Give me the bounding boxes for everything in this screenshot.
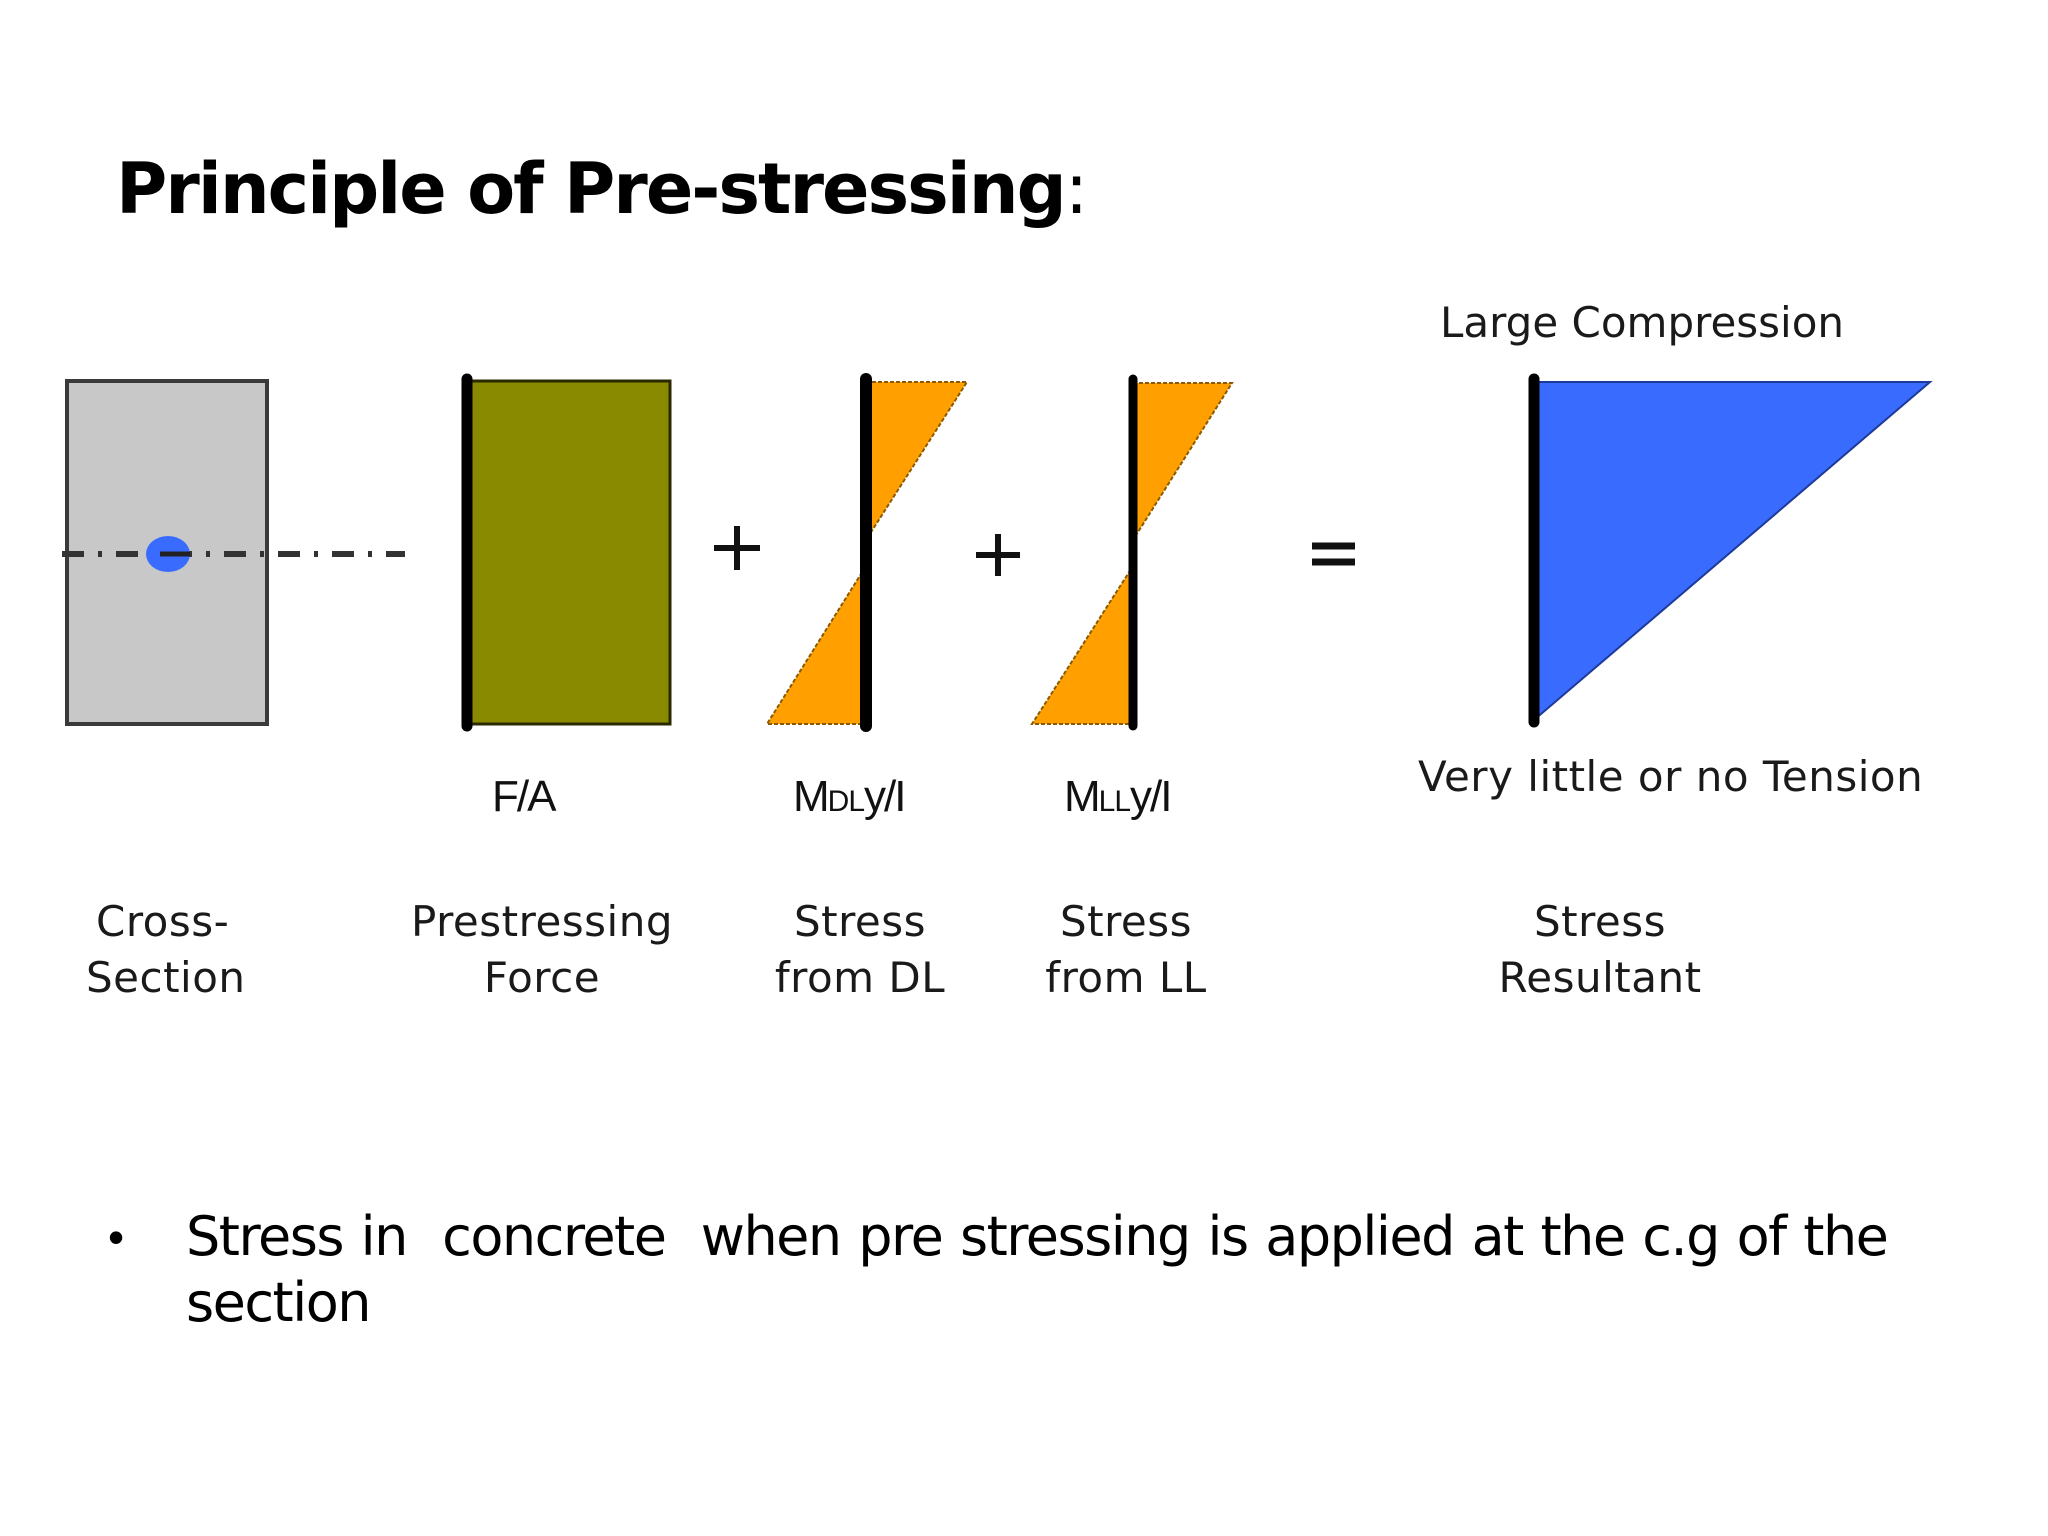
bullet-text: Stress in concrete when pre stressing is…: [186, 1205, 1906, 1334]
live-load-stress-diagram: [1030, 374, 1234, 731]
little-tension-label: Very little or no Tension: [1418, 752, 1924, 801]
plus-operator-1: [714, 526, 760, 570]
caption-prestressing-force: Prestressing Force: [392, 894, 692, 1006]
formula-m-ll-sub: LL: [1098, 785, 1131, 818]
resultant-stress-diagram: [1528, 373, 1933, 728]
caption-prestressing-line2: Force: [483, 953, 601, 1002]
formula-m-dl-main: M: [793, 772, 830, 821]
formula-m-dl-sub: DL: [827, 785, 865, 818]
cross-section-shape: [62, 379, 405, 726]
plus-operator-2: [976, 534, 1020, 576]
caption-prestressing-line1: Prestressing: [410, 897, 674, 946]
dead-load-stress-diagram: [765, 373, 969, 732]
caption-stress-dl-line2: from DL: [774, 953, 946, 1002]
formula-m-ll-main: M: [1064, 772, 1101, 821]
caption-stress-dl-line1: Stress: [793, 897, 927, 946]
caption-resultant-line2: Resultant: [1498, 953, 1702, 1002]
formula-m-dl-rest: y/I: [864, 772, 906, 821]
caption-cross-section-line1: Cross-: [96, 897, 230, 946]
bullet-icon: •: [108, 1211, 125, 1263]
title-text: Principle of Pre-stressing: [116, 148, 1067, 230]
caption-stress-ll-line2: from LL: [1045, 953, 1207, 1002]
equals-operator: [1312, 542, 1355, 566]
large-compression-label: Large Compression: [1440, 298, 1845, 347]
caption-stress-dl: Stress from DL: [740, 894, 980, 1006]
formula-m-ll: MLLy/I: [1064, 772, 1173, 822]
caption-stress-resultant: Stress Resultant: [1460, 894, 1740, 1006]
caption-stress-ll-line1: Stress: [1059, 897, 1193, 946]
caption-cross-section: Cross- Section: [72, 894, 272, 1006]
caption-stress-ll: Stress from LL: [1006, 894, 1246, 1006]
caption-resultant-line1: Stress: [1533, 897, 1667, 946]
slide-title: Principle of Pre-stressing:: [116, 148, 1089, 230]
formula-m-ll-rest: y/I: [1130, 772, 1172, 821]
prestress-block: [461, 373, 672, 732]
title-colon: :: [1064, 148, 1089, 230]
formula-f-over-a: F/A: [492, 772, 556, 821]
formula-m-dl: MDLy/I: [793, 772, 906, 822]
caption-cross-section-line2: Section: [86, 953, 246, 1002]
